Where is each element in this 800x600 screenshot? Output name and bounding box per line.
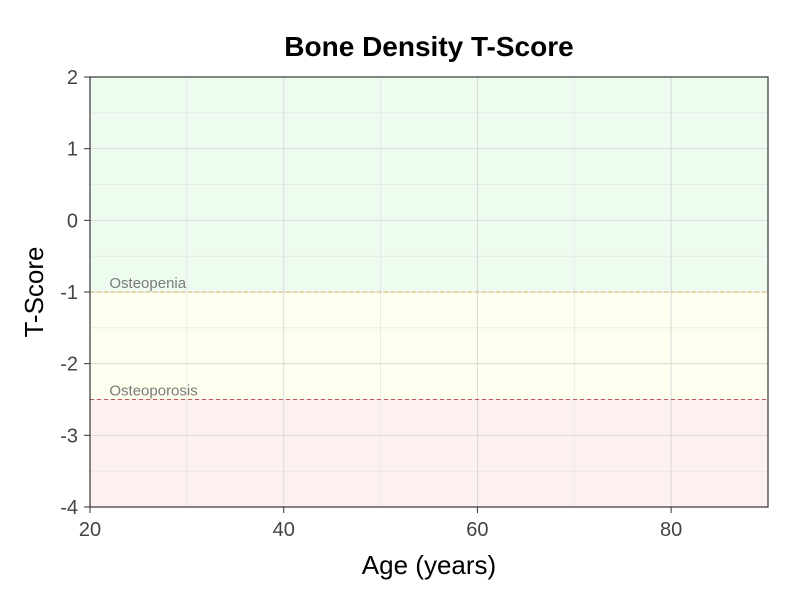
reference-lines: Osteopenia Osteoporosis xyxy=(90,275,768,400)
y-tick-label: -4 xyxy=(60,497,78,519)
x-axis-title: Age (years) xyxy=(362,550,496,580)
x-tick-label: 60 xyxy=(466,519,488,541)
y-tick-label: -2 xyxy=(60,354,78,376)
y-tick-label: 0 xyxy=(67,210,78,232)
band-1 xyxy=(90,292,768,400)
y-tick-label: -3 xyxy=(60,425,78,447)
axis-ticks: 20 40 60 80 -4 -3 -2 -1 0 1 2 xyxy=(60,67,682,541)
reference-label-0: Osteopenia xyxy=(109,275,186,292)
y-tick-label: -1 xyxy=(60,282,78,304)
x-tick-label: 40 xyxy=(273,519,295,541)
chart-title: Bone Density T-Score xyxy=(284,31,573,62)
band-2 xyxy=(90,399,768,507)
y-axis-title: T-Score xyxy=(19,246,49,337)
x-tick-label: 80 xyxy=(660,519,682,541)
y-tick-label: 1 xyxy=(67,139,78,161)
plot-border xyxy=(89,76,769,508)
x-tick-label: 20 xyxy=(79,519,101,541)
y-tick-label: 2 xyxy=(67,67,78,89)
reference-label-1: Osteoporosis xyxy=(109,383,197,400)
